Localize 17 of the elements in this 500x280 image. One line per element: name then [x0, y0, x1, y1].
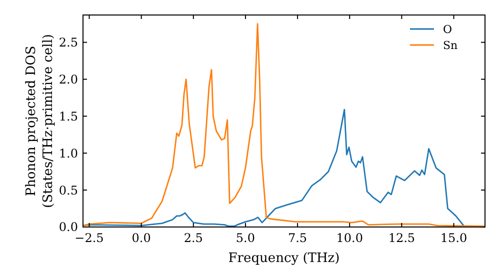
y-tick-label: 0.5 [58, 183, 78, 198]
y-axis-title: Phonon projected DOS (States/THz·primitive cell) [24, 34, 56, 208]
x-axis-title: Frequency (THz) [228, 251, 340, 266]
x-tick-label: 15.0 [440, 231, 468, 245]
x-tick-label: 10.0 [336, 231, 363, 245]
x-tick-label: 5.0 [236, 231, 256, 245]
x-tick-label: 12.5 [388, 231, 416, 245]
y-tick-label: 2.0 [58, 72, 78, 86]
y-tick-label: 1.5 [58, 109, 78, 124]
y-tick-label: 1.0 [58, 146, 78, 160]
y-tick-label: 2.5 [58, 36, 78, 50]
x-tick-label: 2.5 [184, 231, 203, 245]
legend-label: Sn [443, 38, 458, 52]
x-tick-label: 0.0 [132, 231, 151, 245]
line-series [82, 23, 486, 227]
x-tick-label: 7.5 [288, 231, 308, 245]
legend-label: O [443, 22, 452, 36]
